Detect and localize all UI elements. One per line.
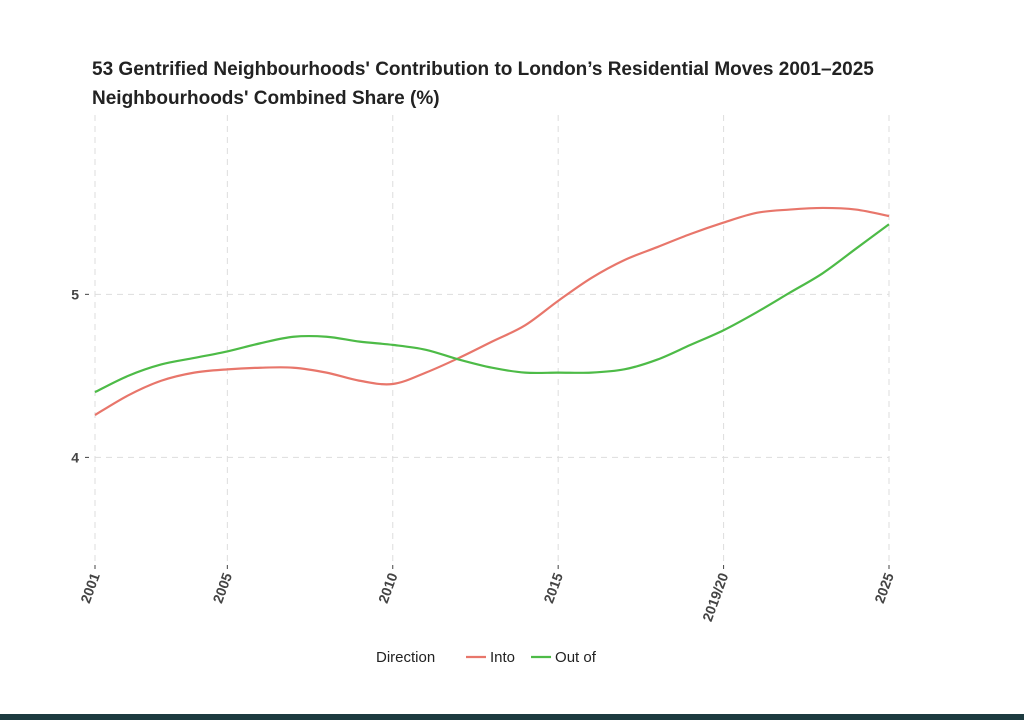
chart-title: 53 Gentrified Neighbourhoods' Contributi… xyxy=(92,59,874,80)
legend-label: Out of xyxy=(555,649,597,666)
bottom-bar xyxy=(0,714,1024,720)
series-line xyxy=(94,223,890,394)
chart-subtitle: Neighbourhoods' Combined Share (%) xyxy=(92,88,440,109)
y-tick-label: 4 xyxy=(71,449,79,465)
series-line xyxy=(94,206,890,416)
y-tick-label: 5 xyxy=(71,286,79,302)
legend-label: Into xyxy=(490,649,515,666)
legend-title: Direction xyxy=(376,649,435,666)
